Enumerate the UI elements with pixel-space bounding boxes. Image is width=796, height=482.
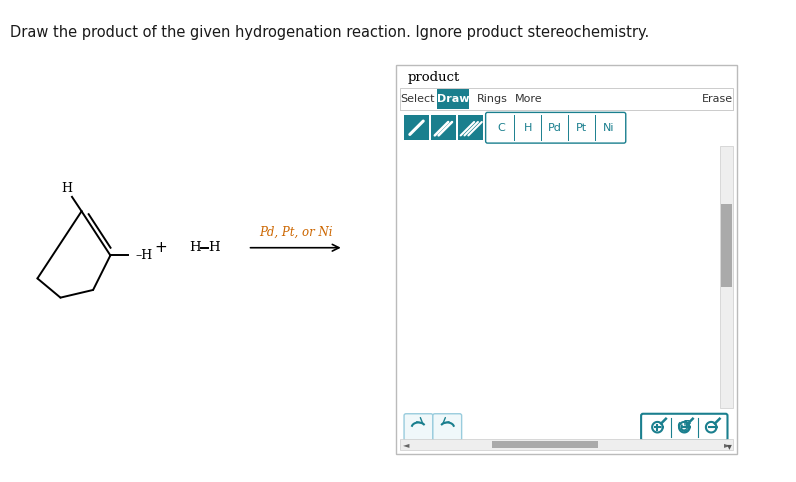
Bar	[396, 66, 737, 454]
Text: Pd, Pt, or Ni: Pd, Pt, or Ni	[259, 226, 333, 239]
Text: –H: –H	[135, 249, 153, 262]
Text: product: product	[408, 71, 460, 84]
Text: C: C	[498, 123, 505, 133]
Text: Erase: Erase	[702, 94, 733, 104]
Text: H: H	[189, 241, 201, 254]
Bar	[404, 115, 429, 140]
Text: +: +	[155, 240, 168, 255]
Bar	[400, 439, 733, 450]
Text: Draw the product of the given hydrogenation reaction. Ignore product stereochemi: Draw the product of the given hydrogenat…	[10, 25, 649, 40]
Text: ▾: ▾	[727, 442, 732, 451]
Text: Rings: Rings	[477, 94, 508, 104]
FancyBboxPatch shape	[641, 414, 728, 441]
Text: H: H	[524, 123, 532, 133]
Bar	[431, 115, 456, 140]
Bar	[720, 203, 732, 287]
Text: Pt: Pt	[576, 123, 587, 133]
Text: Ni: Ni	[603, 123, 615, 133]
Text: Pd: Pd	[548, 123, 562, 133]
Text: ◄: ◄	[403, 440, 409, 449]
Text: H: H	[209, 241, 220, 254]
Bar	[493, 441, 598, 448]
Text: ►: ►	[724, 440, 731, 449]
FancyBboxPatch shape	[404, 414, 433, 441]
Bar	[720, 146, 733, 408]
Bar	[437, 89, 470, 108]
Text: H: H	[61, 182, 72, 195]
Text: Select: Select	[400, 94, 435, 104]
Text: Draw: Draw	[437, 94, 470, 104]
Text: More: More	[515, 94, 543, 104]
Bar	[400, 88, 733, 109]
FancyBboxPatch shape	[433, 414, 462, 441]
Bar	[458, 115, 482, 140]
FancyBboxPatch shape	[486, 112, 626, 143]
Text: ↺: ↺	[675, 418, 690, 436]
Text: ↺: ↺	[679, 421, 692, 436]
